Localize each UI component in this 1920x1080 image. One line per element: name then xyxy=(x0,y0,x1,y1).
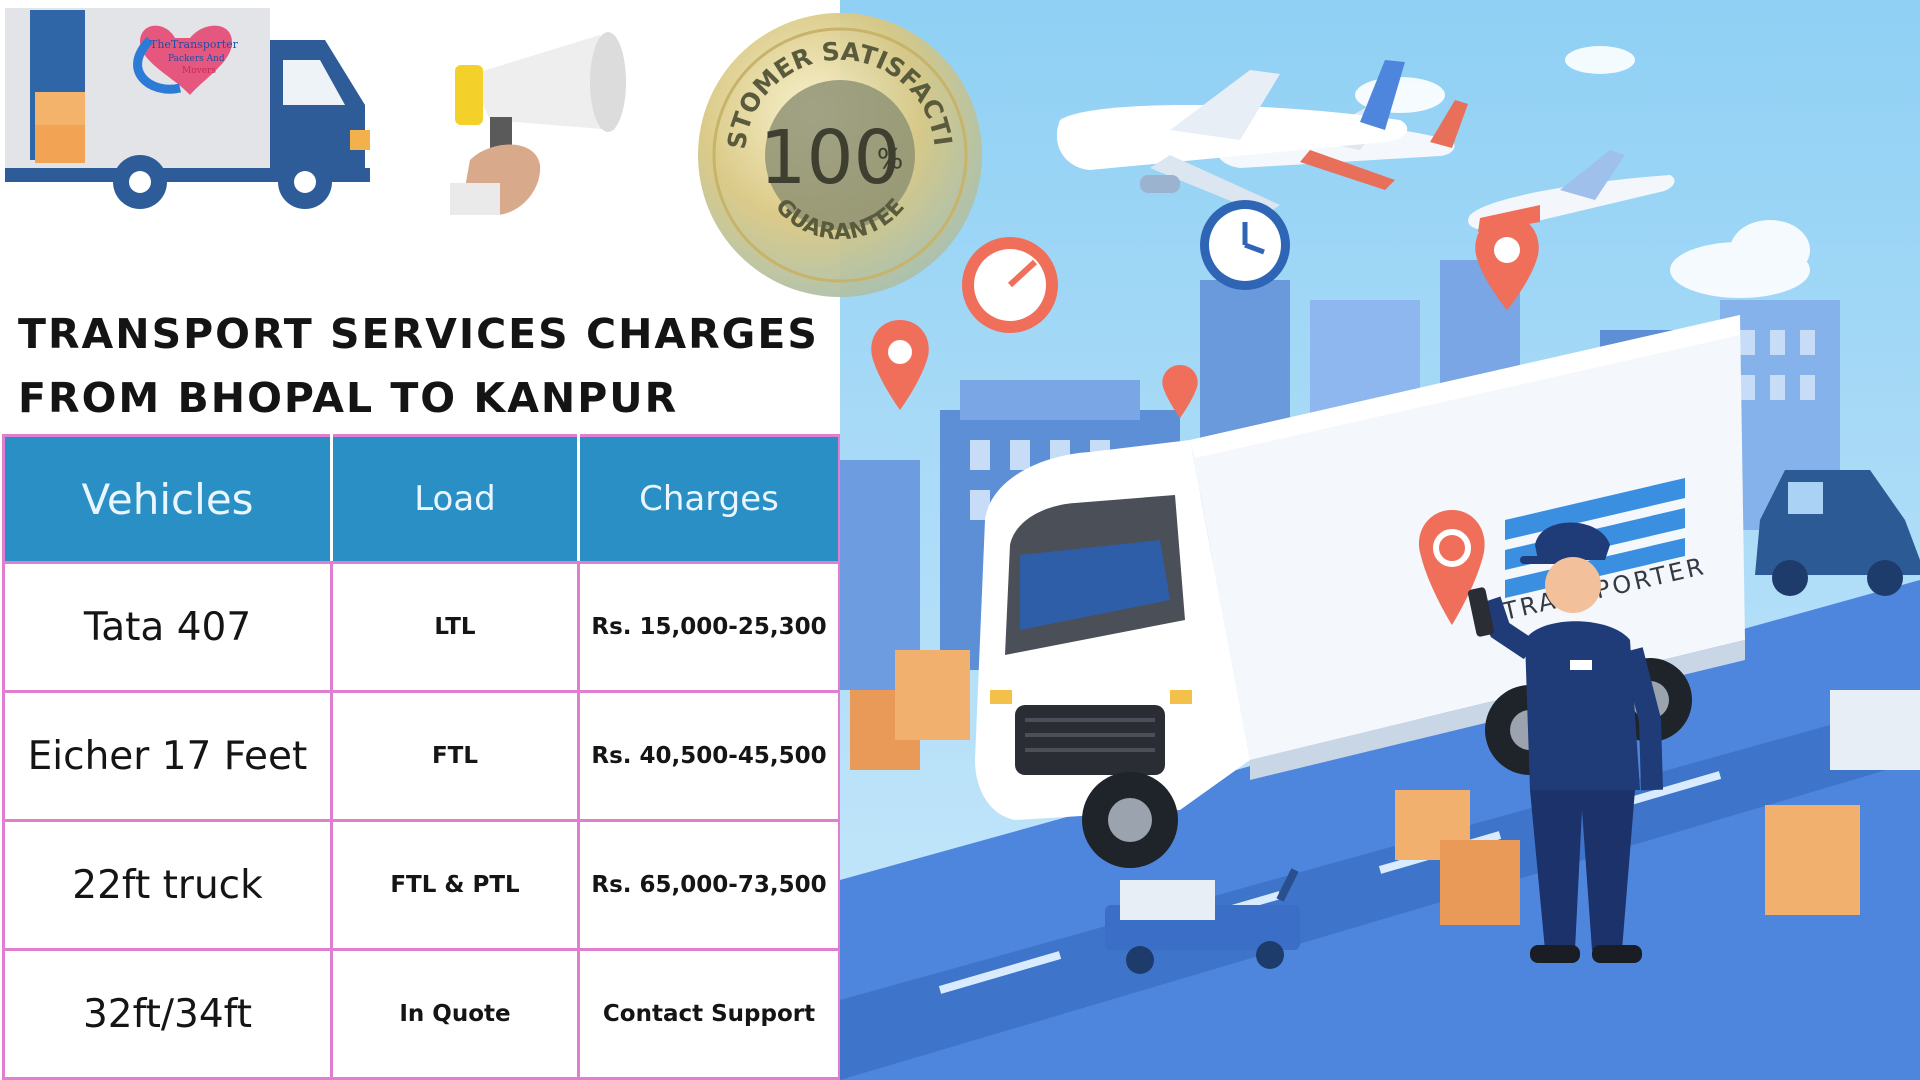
header-charges: Charges xyxy=(577,434,841,564)
car-icon xyxy=(1755,470,1920,596)
load-cell: FTL xyxy=(330,690,580,822)
location-pin-icon xyxy=(871,320,929,410)
vehicle-cell: 22ft truck xyxy=(2,819,333,951)
table-header-row: Vehicles Load Charges xyxy=(2,434,841,564)
charges-cell: Rs. 40,500-45,500 xyxy=(577,690,841,822)
logo-brand-line2: Packers And xyxy=(168,54,225,64)
airplane-icon xyxy=(1056,60,1408,215)
clock-icon xyxy=(1200,200,1290,290)
table-row: 32ft/34ft In Quote Contact Support xyxy=(2,948,841,1080)
table-row: 22ft truck FTL & PTL Rs. 65,000-73,500 xyxy=(2,819,841,951)
vehicle-cell: 32ft/34ft xyxy=(2,948,333,1080)
title-line-2: FROM BHOPAL TO KANPUR xyxy=(18,374,679,422)
company-logo-truck: TheTransporter Packers And Movers xyxy=(0,0,380,215)
header-vehicles: Vehicles xyxy=(2,434,333,564)
charges-table: Vehicles Load Charges Tata 407 LTL Rs. 1… xyxy=(2,434,841,1080)
seal-number: 100 xyxy=(759,115,900,201)
table-row: Eicher 17 Feet FTL Rs. 40,500-45,500 xyxy=(2,690,841,822)
location-pin-icon xyxy=(1162,365,1198,418)
load-cell: FTL & PTL xyxy=(330,819,580,951)
charges-cell: Rs. 65,000-73,500 xyxy=(577,819,841,951)
delivery-worker xyxy=(1467,522,1663,963)
speedometer-icon xyxy=(962,237,1058,333)
location-pin-icon xyxy=(1475,215,1539,310)
vehicle-cell: Tata 407 xyxy=(2,561,333,693)
left-panel: TheTransporter Packers And Movers CUSTOM… xyxy=(0,0,982,1080)
charges-cell: Rs. 15,000-25,300 xyxy=(577,561,841,693)
page-title: TRANSPORT SERVICES CHARGES FROM BHOPAL T… xyxy=(18,302,819,430)
hand-cart xyxy=(1105,868,1300,974)
cardboard-boxes xyxy=(850,650,1920,925)
vehicle-cell: Eicher 17 Feet xyxy=(2,690,333,822)
charges-cell: Contact Support xyxy=(577,948,841,1080)
logo-brand-line1: TheTransporter xyxy=(150,38,239,51)
megaphone-icon xyxy=(450,32,626,215)
load-cell: In Quote xyxy=(330,948,580,1080)
header-load: Load xyxy=(330,434,580,564)
title-line-1: TRANSPORT SERVICES CHARGES xyxy=(18,310,819,358)
seal-unit: % xyxy=(877,142,904,175)
satisfaction-guarantee-seal: CUSTOMER SATISFACTION GUARANTEE 100 % xyxy=(690,5,982,297)
transport-illustration: TRANSPORTER xyxy=(840,0,1920,1080)
table-row: Tata 407 LTL Rs. 15,000-25,300 xyxy=(2,561,841,693)
load-cell: LTL xyxy=(330,561,580,693)
logo-brand-line3: Movers xyxy=(182,66,216,76)
